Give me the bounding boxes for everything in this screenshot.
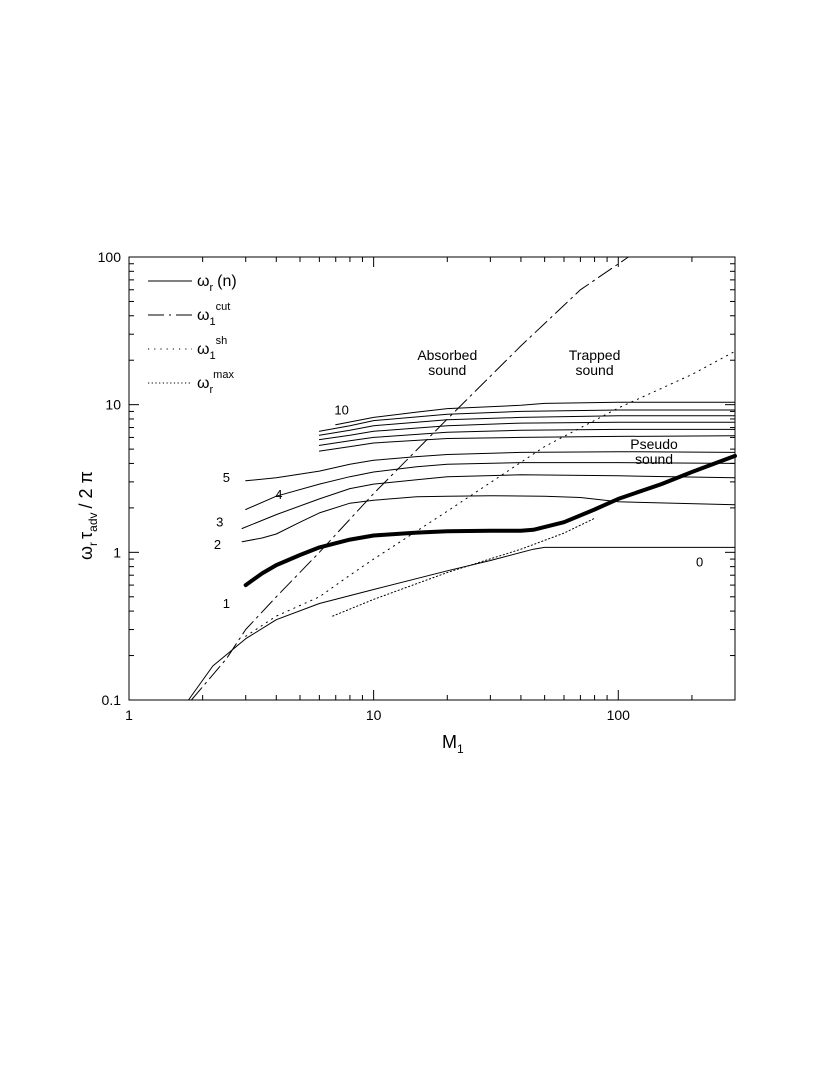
legend-entry-1: ω1cut <box>197 301 230 328</box>
legend-superscript: max <box>213 369 234 381</box>
annotation-line: sound <box>635 451 673 467</box>
legend-entry-3: ωr max <box>197 369 234 396</box>
series-line-5 <box>245 451 736 482</box>
annotation-line: sound <box>575 362 613 378</box>
legend-entry-2: ω1sh <box>197 335 227 362</box>
annotation-line: Absorbed <box>417 347 477 363</box>
x-axis-title: M1 <box>442 732 464 756</box>
legend-superscript: sh <box>216 335 228 347</box>
legend-tail: (n) <box>217 273 237 290</box>
series-line-11 <box>335 401 736 426</box>
y-tick-label: 0.1 <box>102 692 122 708</box>
legend-symbol: ω <box>197 307 210 324</box>
series-line-8 <box>318 421 736 441</box>
legend-subscript: r <box>210 282 214 294</box>
y-tick-label: 100 <box>98 249 122 265</box>
series-line-2 <box>241 495 736 543</box>
y-tick-label: 1 <box>113 544 121 560</box>
series-line-12 <box>190 256 629 701</box>
legend-subscript: r <box>210 384 214 396</box>
series-line-7 <box>318 428 736 446</box>
legend-superscript: cut <box>216 301 231 313</box>
curve-label-1: 1 <box>223 596 230 611</box>
series-line-10 <box>318 409 736 432</box>
legend-subscript: 1 <box>210 350 216 362</box>
curve-label-0: 0 <box>696 555 703 570</box>
plot-frame <box>128 256 736 701</box>
region-annotation: Absorbed sound <box>417 347 477 378</box>
curve-label-11: 10 <box>334 402 348 417</box>
y-axis-title: ωrτadv/ 2 π <box>76 471 100 560</box>
series-line-3 <box>241 474 736 529</box>
series-line-9 <box>318 415 736 436</box>
region-annotation: Trapped sound <box>569 347 621 378</box>
series-line-14 <box>332 517 596 617</box>
series-line-13 <box>245 350 736 637</box>
legend-symbol: ω <box>197 341 210 358</box>
x-tick-label: 1 <box>125 707 133 723</box>
annotation-line: Pseudo <box>630 436 678 452</box>
series-line-1 <box>243 453 737 588</box>
region-annotation: Pseudo sound <box>630 436 678 467</box>
annotation-line: Trapped <box>569 347 621 363</box>
curve-label-5: 5 <box>223 470 230 485</box>
curve-label-3: 3 <box>216 514 223 529</box>
legend-subscript: 1 <box>210 316 216 328</box>
x-tick-label: 100 <box>607 707 631 723</box>
series-layer <box>188 256 737 701</box>
legend-symbol: ω <box>197 273 210 290</box>
curve-label-4: 4 <box>275 487 282 502</box>
legend-entry-0: ωr (n) <box>197 273 237 294</box>
curve-labels: 0 1 2 3 4 5 10 <box>214 402 703 611</box>
curve-label-2: 2 <box>214 537 221 552</box>
series-line-6 <box>318 435 736 452</box>
legend-symbol: ω <box>197 375 210 392</box>
y-tick-label: 10 <box>105 397 121 413</box>
annotation-line: sound <box>428 362 466 378</box>
x-tick-label: 10 <box>366 707 382 723</box>
series-line-0 <box>188 546 736 701</box>
series-line-4 <box>245 462 736 510</box>
